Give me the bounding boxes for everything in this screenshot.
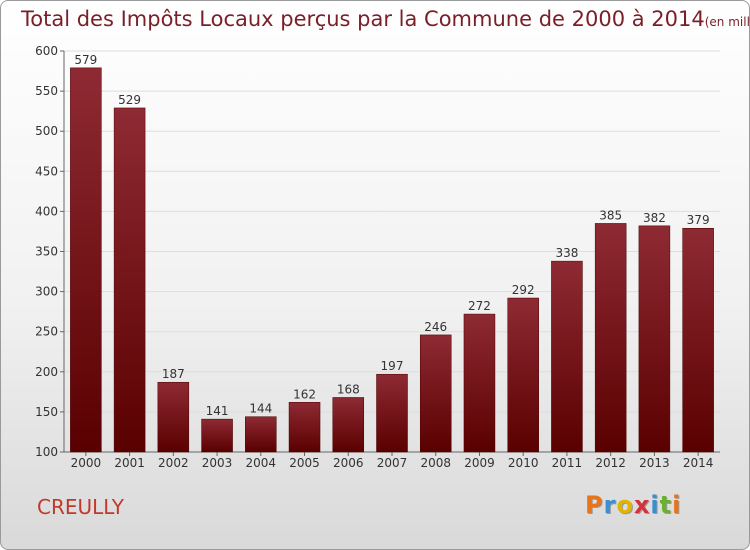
y-tick-label: 300: [35, 285, 58, 299]
x-tick-label: 2000: [71, 456, 102, 470]
logo-letter: i: [672, 491, 682, 519]
bar: [594, 223, 627, 453]
x-tick-label: 2011: [552, 456, 583, 470]
logo-letter: i: [650, 491, 660, 519]
chart-title: Total des Impôts Locaux perçus par la Co…: [21, 7, 750, 31]
commune-name: CREULLY: [37, 495, 124, 519]
bar-value-label: 292: [512, 283, 535, 297]
bar: [682, 227, 714, 453]
y-tick-label: 550: [35, 84, 58, 98]
y-tick-label: 250: [35, 325, 58, 339]
bar-value-label: 529: [118, 93, 141, 107]
logo-letter: t: [659, 491, 673, 519]
x-tick-label: 2003: [202, 456, 233, 470]
x-tick-label: 2010: [508, 456, 539, 470]
bar: [551, 260, 583, 453]
x-tick-label: 2005: [289, 456, 320, 470]
y-tick-label: 400: [35, 204, 58, 218]
x-tick-label: 2008: [420, 456, 451, 470]
bar: [70, 67, 102, 453]
y-tick-label: 500: [35, 124, 58, 138]
bar: [113, 107, 146, 453]
chart-title-unit: (en milliers d'€): [704, 15, 750, 29]
bar-value-label: 272: [468, 299, 491, 313]
bar-value-label: 162: [293, 387, 316, 401]
x-tick-label: 2002: [158, 456, 189, 470]
bar: [201, 418, 233, 453]
bar: [157, 381, 190, 453]
bar-value-label: 379: [687, 213, 710, 227]
bar-value-label: 579: [74, 53, 97, 67]
bar: [376, 373, 408, 453]
bar: [419, 334, 452, 453]
bar: [245, 416, 277, 453]
bar-value-label: 246: [424, 320, 447, 334]
bar-value-label: 197: [381, 359, 404, 373]
y-tick-label: 200: [35, 365, 58, 379]
y-tick-label: 450: [35, 164, 58, 178]
x-tick-label: 2014: [683, 456, 714, 470]
y-tick-label: 350: [35, 245, 58, 259]
bar-value-label: 144: [249, 402, 272, 416]
proxiti-logo: Proxiti: [585, 491, 681, 519]
y-tick-label: 600: [35, 44, 58, 58]
bar-value-label: 382: [643, 211, 666, 225]
chart-title-main: Total des Impôts Locaux perçus par la Co…: [21, 7, 705, 31]
bar: [332, 397, 365, 453]
bar: [288, 402, 321, 453]
x-tick-label: 2012: [595, 456, 626, 470]
bar-value-label: 187: [162, 367, 185, 381]
bar-value-label: 385: [599, 208, 622, 222]
bar-value-label: 141: [206, 404, 229, 418]
x-tick-label: 2009: [464, 456, 495, 470]
x-tick-label: 2004: [246, 456, 277, 470]
bar: [638, 225, 671, 453]
logo-letter: r: [603, 491, 617, 519]
bar: [507, 297, 539, 453]
y-tick-label: 100: [35, 445, 58, 459]
bar-value-label: 338: [555, 246, 578, 260]
x-tick-label: 2001: [114, 456, 145, 470]
x-tick-label: 2007: [377, 456, 408, 470]
bar: [463, 313, 496, 453]
x-tick-label: 2006: [333, 456, 364, 470]
logo-letter: P: [585, 491, 604, 519]
x-tick-label: 2013: [639, 456, 670, 470]
y-tick-label: 150: [35, 405, 58, 419]
bar-value-label: 168: [337, 382, 360, 396]
logo-letter: x: [633, 491, 651, 519]
logo-letter: o: [616, 491, 634, 519]
